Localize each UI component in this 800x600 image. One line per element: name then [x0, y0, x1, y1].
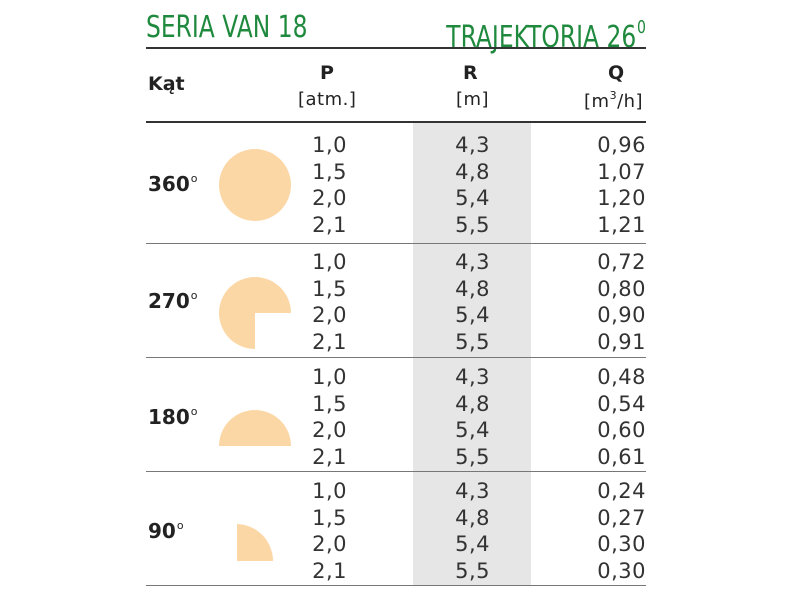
header-q: Q: [608, 62, 625, 84]
series-title: SERIA VAN 18: [146, 10, 308, 45]
angle-270: 270o: [148, 289, 198, 313]
title-rule: [146, 47, 646, 49]
header-r: R: [463, 62, 478, 84]
q-values-180: 0,48 0,54 0,60 0,61: [597, 365, 646, 469]
angle-90: 90o: [148, 519, 184, 543]
q-values-90: 0,24 0,27 0,30 0,30: [597, 479, 646, 583]
row-separator: [146, 243, 646, 244]
angle-180: 180o: [148, 405, 198, 429]
r-column-shade: [413, 123, 531, 586]
p-values-360: 1,0 1,5 2,0 2,1: [312, 133, 347, 237]
row-separator: [146, 471, 646, 472]
full-circle-pattern: [219, 149, 291, 221]
header-q-unit: [m3/h]: [584, 89, 644, 112]
q-values-270: 0,72 0,80 0,90 0,91: [597, 250, 646, 354]
header-p: P: [320, 62, 334, 84]
r-values-180: 4,3 4,8 5,4 5,5: [455, 365, 490, 469]
trajectory-title: TRAJEKTORIA 260: [446, 17, 646, 55]
p-values-180: 1,0 1,5 2,0 2,1: [312, 365, 347, 469]
q-values-360: 0,96 1,07 1,20 1,21: [597, 133, 646, 237]
header-r-unit: [m]: [456, 89, 490, 110]
header-p-unit: [atm.]: [298, 89, 357, 110]
p-values-90: 1,0 1,5 2,0 2,1: [312, 479, 347, 583]
quarter-circle-pattern: [237, 524, 273, 561]
row-separator: [146, 585, 646, 586]
p-values-270: 1,0 1,5 2,0 2,1: [312, 250, 347, 354]
r-values-360: 4,3 4,8 5,4 5,5: [455, 133, 490, 237]
r-values-270: 4,3 4,8 5,4 5,5: [455, 250, 490, 354]
header-rule: [146, 121, 646, 123]
header-angle: Kąt: [148, 73, 185, 95]
angle-360: 360o: [148, 172, 198, 196]
half-circle-pattern: [219, 410, 291, 446]
row-separator: [146, 357, 646, 358]
r-values-90: 4,3 4,8 5,4 5,5: [455, 479, 490, 583]
three-quarter-circle-pattern: [219, 277, 291, 349]
